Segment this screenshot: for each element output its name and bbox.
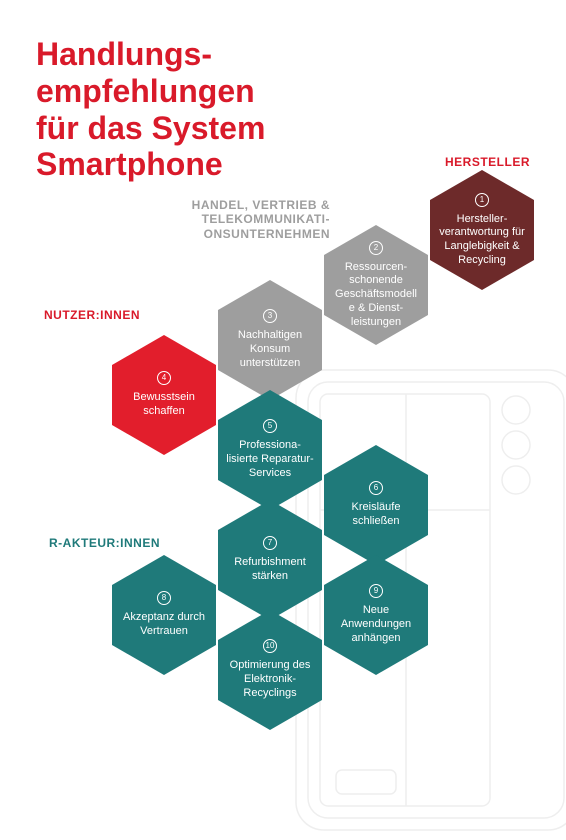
hex-2: 2 Ressourcen-schonende Geschäftsmodelle &… xyxy=(324,225,428,345)
hex-label: Nachhaltigen Konsum unterstützen xyxy=(226,329,314,370)
hex-number: 10 xyxy=(263,639,277,653)
hex-number: 8 xyxy=(157,591,171,605)
hex-number: 9 xyxy=(369,584,383,598)
group-label-hersteller: HERSTELLER xyxy=(420,155,530,169)
hex-number: 5 xyxy=(263,419,277,433)
hex-label: Refurbishment stärken xyxy=(226,556,314,584)
title-line-4: Smartphone xyxy=(36,146,223,182)
hex-label: Hersteller-verantwortung für Langlebigke… xyxy=(438,213,526,268)
hex-8: 8 Akzeptanz durch Vertrauen xyxy=(112,555,216,675)
title-line-3: für das System xyxy=(36,110,265,146)
hex-number: 6 xyxy=(369,481,383,495)
title-line-2: empfehlungen xyxy=(36,73,255,109)
group-label-raktor: R-AKTEUR:INNEN xyxy=(40,536,160,550)
title-line-1: Handlungs- xyxy=(36,36,212,72)
hex-number: 2 xyxy=(369,241,383,255)
hex-1: 1 Hersteller-verantwortung für Langlebigk… xyxy=(430,170,534,290)
hex-label: Ressourcen-schonende Geschäftsmodelle & … xyxy=(332,261,420,330)
group-label-nutzer: NUTZER:INNEN xyxy=(40,308,140,322)
hex-label: Neue Anwendungen anhängen xyxy=(332,604,420,645)
hex-number: 1 xyxy=(475,193,489,207)
hex-4: 4 Bewusstsein schaffen xyxy=(112,335,216,455)
group-label-handel: HANDEL, VERTRIEB & TELEKOMMUNIKATI-ONSUN… xyxy=(160,198,330,241)
hex-label: Optimierung des Elektronik-Recyclings xyxy=(226,659,314,700)
hex-number: 3 xyxy=(263,309,277,323)
hex-label: Professiona-lisierte Reparatur-Services xyxy=(226,439,314,480)
hex-number: 4 xyxy=(157,371,171,385)
page-title: Handlungs- empfehlungen für das System S… xyxy=(36,36,265,183)
hex-label: Bewusstsein schaffen xyxy=(120,391,208,419)
hex-number: 7 xyxy=(263,536,277,550)
hex-label: Kreisläufe schließen xyxy=(332,501,420,529)
hex-label: Akzeptanz durch Vertrauen xyxy=(120,611,208,639)
